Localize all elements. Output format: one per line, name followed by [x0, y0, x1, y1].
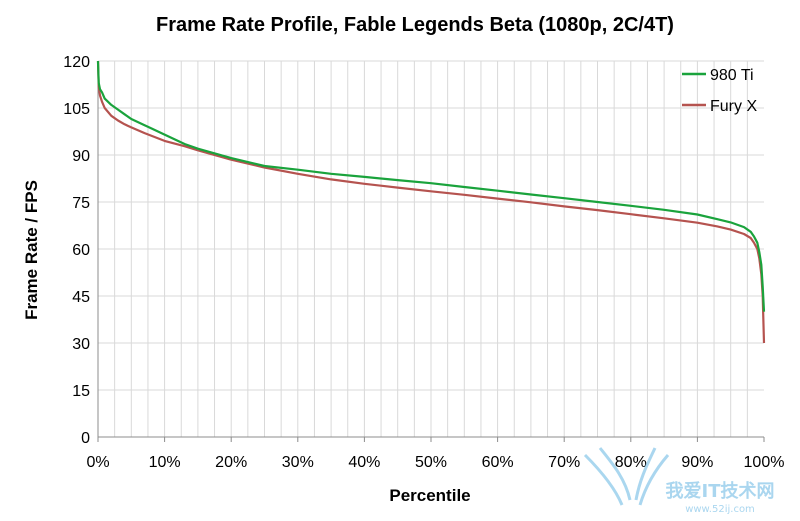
y-tick-label: 0	[81, 430, 90, 447]
axes	[97, 61, 765, 442]
chart-title: Frame Rate Profile, Fable Legends Beta (…	[156, 14, 674, 36]
series-lines	[96, 60, 766, 344]
watermark-url: www.52ij.com	[685, 504, 755, 515]
y-tick-label: 75	[72, 195, 90, 212]
legend-label: Fury X	[710, 98, 757, 115]
y-tick-label: 45	[72, 289, 90, 306]
y-tick-label: 105	[63, 101, 90, 118]
y-tick-label: 15	[72, 383, 90, 400]
x-tick-label: 20%	[215, 454, 247, 471]
x-tick-label: 100%	[744, 454, 785, 471]
x-tick-label: 70%	[548, 454, 580, 471]
y-tick-label: 120	[63, 54, 90, 71]
y-axis-label: Frame Rate / FPS	[22, 180, 41, 320]
legend-label: 980 Ti	[710, 67, 754, 84]
x-tick-label: 0%	[86, 454, 109, 471]
y-tick-label: 30	[72, 336, 90, 353]
x-tick-label: 10%	[149, 454, 181, 471]
x-tick-label: 90%	[681, 454, 713, 471]
y-tick-label: 60	[72, 242, 90, 259]
wings-logo	[583, 447, 670, 506]
x-tick-label: 30%	[282, 454, 314, 471]
x-tick-label: 80%	[615, 454, 647, 471]
grid-lines	[98, 60, 764, 437]
x-tick-label: 50%	[415, 454, 447, 471]
series-line-fury-x	[96, 60, 766, 344]
x-axis-label: Percentile	[389, 486, 470, 505]
y-tick-label: 90	[72, 148, 90, 165]
watermark: 我爱IT技术网 www.52ij.com	[583, 447, 775, 515]
x-tick-labels: 0% 10% 20% 30% 40% 50% 60% 70% 80% 90% 100%	[86, 454, 784, 471]
legend: 980 Ti Fury X	[682, 67, 757, 115]
watermark-text: 我爱IT技术网	[666, 480, 775, 502]
y-tick-labels: 0 15 30 45 60 75 90 105 120	[63, 54, 90, 447]
series-line-980-ti	[96, 60, 766, 312]
x-tick-label: 40%	[348, 454, 380, 471]
x-tick-label: 60%	[482, 454, 514, 471]
